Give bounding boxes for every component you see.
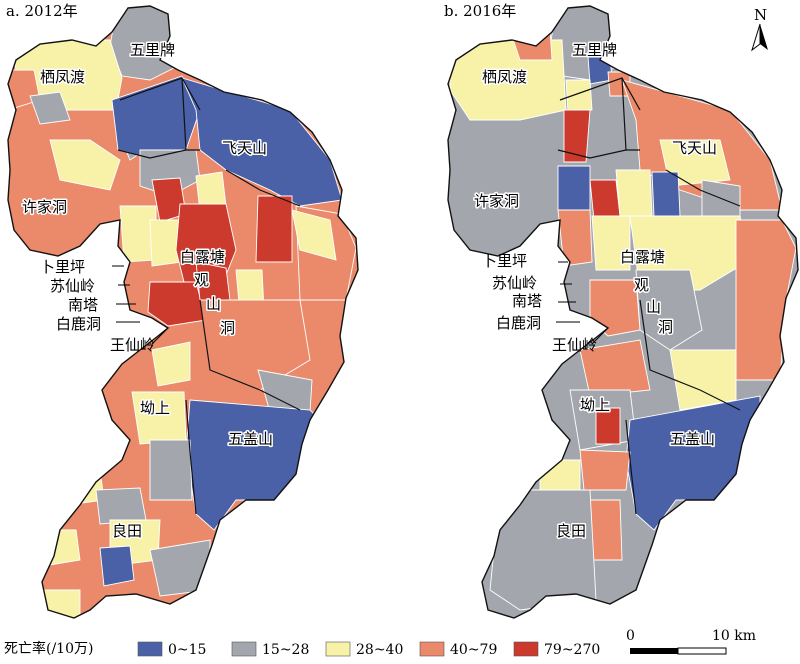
b-region-orange-c	[557, 209, 593, 267]
label-liangtian: 良田	[112, 522, 142, 540]
region-yellow-5	[151, 341, 191, 387]
label-bailutang: 白露塘	[180, 248, 225, 266]
label-guanshandong-2: 山	[206, 295, 221, 313]
b-region-yellow-c1	[615, 169, 653, 217]
label-feitianshan: 飞天山	[222, 139, 267, 157]
b-region-orange-gs	[589, 279, 641, 337]
label-qifengdu: 栖凤渡	[40, 68, 85, 86]
scale-bar: 0 10 km	[626, 628, 756, 655]
b-label-nanta: 南塔	[512, 292, 542, 310]
b-leader-wangxianling	[591, 327, 609, 345]
label-bailudong: 白鹿洞	[56, 315, 101, 333]
label-nanta: 南塔	[68, 296, 98, 314]
leader-wangxianling	[151, 327, 169, 345]
b-region-orange-s2	[579, 449, 631, 491]
region-red-2	[255, 195, 293, 263]
b-label-guanshandong-2: 山	[646, 298, 661, 316]
legend-label-2: 28~40	[356, 642, 403, 658]
b-label-guanshandong-3: 洞	[658, 318, 673, 336]
legend-title: 死亡率(/10万)	[4, 640, 93, 657]
b-label-wulipai: 五里牌	[572, 41, 617, 59]
label-wugaishan: 五盖山	[228, 430, 273, 448]
label-bulieping: 卜里坪	[40, 258, 85, 276]
scale-start: 0	[626, 628, 635, 644]
north-label: N	[754, 6, 767, 24]
legend: 死亡率(/10万) 0~15 15~28 28~40 40~79 79~270	[4, 640, 600, 658]
label-guanshandong-3: 洞	[220, 319, 235, 337]
label-guanshandong-1: 观	[194, 271, 209, 289]
region-wugaishan	[185, 399, 321, 531]
scale-seg-1	[630, 648, 678, 654]
b-region-yellow-c2	[591, 215, 631, 271]
map-panel-2016: b. 2016年 五里牌 栖凤渡 飞天山 许家洞 白露塘 卜里坪 苏仙岭 南塔 …	[444, 2, 799, 619]
b-label-bailutang: 白露塘	[620, 248, 665, 266]
legend-label-0: 0~15	[168, 642, 206, 658]
legend-swatch-3	[419, 641, 445, 657]
b-region-yellow-se	[669, 349, 737, 411]
legend-swatch-1	[231, 641, 257, 657]
region-grey-s3	[149, 539, 211, 597]
panel-a-title: a. 2012年	[6, 2, 78, 20]
b-region-grey-ft	[701, 179, 741, 221]
region-blue-s	[99, 545, 135, 587]
scale-seg-2	[677, 647, 727, 655]
b-region-red-center	[589, 179, 621, 221]
b-label-xujiadong: 许家洞	[474, 192, 519, 210]
b-leader-lines	[556, 261, 580, 323]
b-region-aoshang-red	[595, 407, 621, 445]
region-guanshan-red	[147, 281, 207, 327]
region-grey-s2	[95, 487, 147, 525]
b-label-bailudong: 白鹿洞	[496, 314, 541, 332]
b-label-guanshandong-1: 观	[634, 276, 649, 294]
region-qifengdu-grey	[29, 91, 71, 125]
leader-lines	[112, 265, 140, 323]
north-arrow-icon: N	[751, 6, 768, 52]
b-label-qifengdu: 栖凤渡	[482, 68, 527, 86]
label-aoshang: 坳上	[140, 399, 170, 417]
b-label-aoshang: 坳上	[580, 396, 610, 414]
scale-end: 10 km	[712, 628, 756, 644]
b-region-blue-center	[557, 165, 591, 211]
b-region-orange-s3	[589, 499, 623, 561]
region-yellow-s3	[43, 589, 81, 618]
region-grey-s	[149, 439, 193, 501]
b-region-yellow-s	[539, 459, 581, 493]
b-label-wangxianling: 王仙岭	[552, 336, 597, 354]
b-region-red-n	[563, 109, 591, 163]
b-region-blue-center2	[651, 171, 681, 217]
label-wangxianling: 王仙岭	[110, 336, 155, 354]
label-suxianling: 苏仙岭	[50, 277, 95, 295]
label-wulipai: 五里牌	[130, 41, 175, 59]
panel-b-title: b. 2016年	[444, 2, 516, 20]
region-yellow-e	[291, 209, 337, 261]
b-region-orange-e	[735, 219, 797, 381]
b-region-orange-s1	[579, 339, 651, 397]
legend-label-1: 15~28	[262, 642, 309, 658]
legend-label-3: 40~79	[450, 642, 497, 658]
legend-swatch-2	[325, 641, 351, 657]
region-qifengdu-s	[49, 139, 121, 191]
legend-swatch-0	[137, 641, 163, 657]
map-panel-2012: a. 2012年 五里牌 栖凤渡 飞天山 许家洞 白露塘 卜里坪 苏仙岭 南塔 …	[6, 2, 359, 619]
legend-label-4: 79~270	[544, 642, 600, 658]
label-xujiadong: 许家洞	[22, 198, 67, 216]
b-region-liangtian	[489, 489, 597, 611]
b-region-yellow-n2	[565, 79, 593, 113]
b-label-wugaishan: 五盖山	[670, 430, 715, 448]
region-yellow-s2	[39, 529, 81, 567]
b-label-bulieping: 卜里坪	[482, 252, 527, 270]
b-label-feitianshan: 飞天山	[672, 139, 717, 157]
legend-swatch-4	[513, 641, 539, 657]
b-label-suxianling: 苏仙岭	[492, 274, 537, 292]
b-label-liangtian: 良田	[556, 522, 586, 540]
